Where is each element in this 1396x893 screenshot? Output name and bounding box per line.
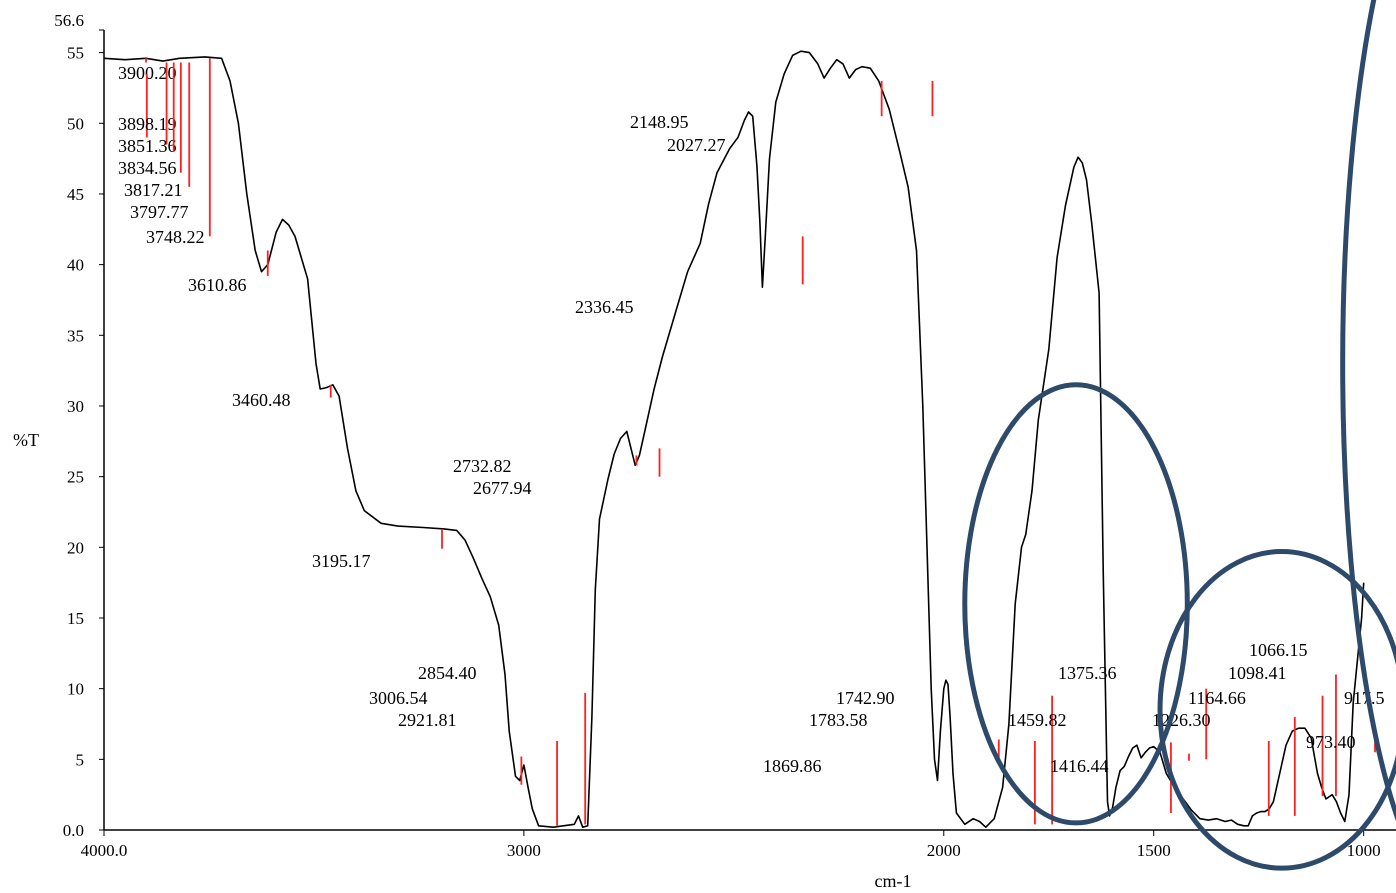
- peak-label: 973.40: [1306, 732, 1356, 752]
- peak-label: 1066.15: [1249, 640, 1308, 660]
- peak-label: 1869.86: [763, 756, 822, 776]
- y-tick-label: 40: [67, 256, 84, 275]
- peak-label: 2336.45: [575, 297, 634, 317]
- x-tick-label: 1500: [1137, 841, 1171, 860]
- y-tick-label: 0.0: [63, 821, 84, 840]
- y-tick-label: 55: [67, 44, 84, 63]
- peak-label: 3898.19: [118, 114, 177, 134]
- peak-label: 2148.95: [630, 112, 689, 132]
- x-tick-label: 3000: [507, 841, 541, 860]
- peak-label: 2732.82: [453, 456, 512, 476]
- y-tick-label: 56.6: [54, 11, 84, 30]
- x-tick-label: 4000.0: [81, 841, 128, 860]
- highlight-ellipses: [965, 0, 1396, 893]
- peak-label: 1742.90: [836, 688, 895, 708]
- peak-label: 3748.22: [146, 227, 205, 247]
- y-tick-label: 10: [67, 680, 84, 699]
- peak-label: 3851.36: [118, 136, 177, 156]
- peak-label: 2854.40: [418, 663, 477, 683]
- peak-label: 3610.86: [188, 275, 247, 295]
- peak-label: 1783.58: [809, 710, 868, 730]
- y-tick-label: 20: [67, 538, 84, 557]
- y-axis-label: %T: [13, 430, 39, 450]
- x-tick-label: 2000: [927, 841, 961, 860]
- peak-label: 3797.77: [130, 202, 189, 222]
- peak-label: 1098.41: [1228, 663, 1287, 683]
- y-tick-label: 45: [67, 185, 84, 204]
- peak-label: 2921.81: [398, 710, 457, 730]
- y-tick-label: 30: [67, 397, 84, 416]
- peak-label: 3834.56: [118, 158, 177, 178]
- y-tick-label: 50: [67, 114, 84, 133]
- y-tick-label: 5: [76, 750, 85, 769]
- x-axis-label: cm-1: [875, 871, 912, 891]
- peak-label: 1164.66: [1188, 688, 1246, 708]
- y-tick-label: 25: [67, 468, 84, 487]
- y-tick-label: 35: [67, 326, 84, 345]
- peak-label: 1375.36: [1058, 663, 1117, 683]
- peak-label: 2677.94: [473, 478, 532, 498]
- peak-label: 2027.27: [667, 135, 726, 155]
- y-tick-label: 15: [67, 609, 84, 628]
- peak-label: 3006.54: [369, 688, 428, 708]
- peak-label: 1416.44: [1050, 756, 1109, 776]
- peak-label: 3195.17: [312, 551, 371, 571]
- x-tick-label: 1000: [1347, 841, 1381, 860]
- peak-label: 1459.82: [1008, 710, 1067, 730]
- peak-label: 917.5: [1344, 688, 1385, 708]
- peak-label: 3460.48: [232, 390, 291, 410]
- peak-label: 3817.21: [124, 180, 183, 200]
